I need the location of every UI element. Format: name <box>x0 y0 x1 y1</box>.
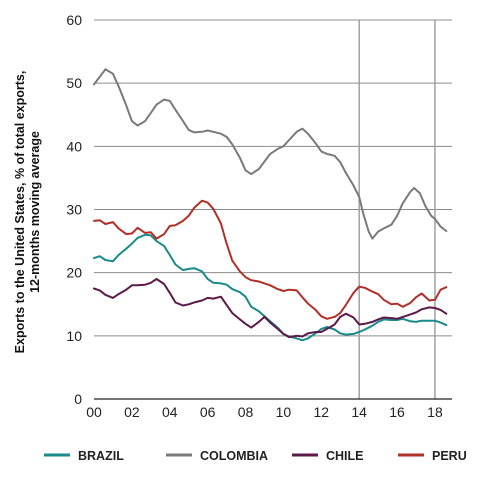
x-tick-label-12: 12 <box>314 404 330 420</box>
y-tick-label-0: 0 <box>74 391 82 407</box>
x-tick-label-08: 08 <box>238 404 254 420</box>
series-lines <box>93 68 448 342</box>
y-axis-label-line2: 12-months moving average <box>28 131 42 293</box>
y-tick-label-30: 30 <box>66 202 82 218</box>
x-tick-label-00: 00 <box>86 404 102 420</box>
legend-label-brazil: BRAZIL <box>78 449 124 463</box>
series-line-chile <box>93 278 448 339</box>
legend-label-peru: PERU <box>432 449 467 463</box>
legend-label-colombia: COLOMBIA <box>200 449 268 463</box>
gridlines <box>94 19 452 337</box>
y-tick-label-10: 10 <box>66 328 82 344</box>
x-tick-label-16: 16 <box>389 404 405 420</box>
y-tick-label-40: 40 <box>66 138 82 154</box>
series-line-peru <box>93 199 448 320</box>
legend-label-chile: CHILE <box>326 449 364 463</box>
x-tick-label-18: 18 <box>427 404 443 420</box>
y-axis-label-line1: Exports to the United States, % of total… <box>13 71 27 354</box>
y-tick-label-50: 50 <box>66 75 82 91</box>
y-tick-label-60: 60 <box>66 12 82 28</box>
y-axis-label: Exports to the United States, % of total… <box>13 71 42 354</box>
y-tick-label-20: 20 <box>66 265 82 281</box>
x-tick-label-10: 10 <box>276 404 292 420</box>
y-tick-labels: 0 10 20 30 40 50 60 <box>66 12 82 407</box>
vertical-markers <box>358 20 436 399</box>
x-tick-label-14: 14 <box>351 404 367 420</box>
series-line-colombia <box>93 68 448 240</box>
x-tick-label-02: 02 <box>124 404 140 420</box>
x-tick-label-06: 06 <box>200 404 216 420</box>
legend: BRAZIL COLOMBIA CHILE PERU <box>44 449 467 463</box>
x-tick-labels: 00 02 04 06 08 10 12 14 16 18 <box>86 404 443 420</box>
x-tick-label-04: 04 <box>162 404 178 420</box>
series-line-brazil <box>93 233 448 342</box>
